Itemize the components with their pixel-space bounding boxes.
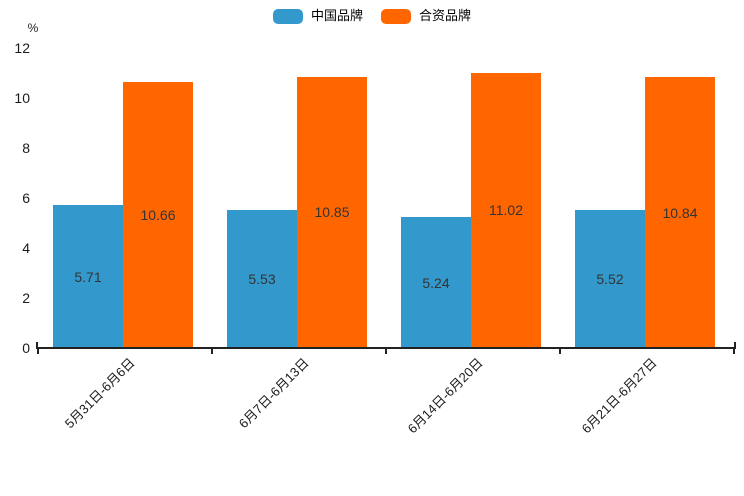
bar-value-label: 5.52	[596, 271, 624, 287]
bar-series-0-group-1	[227, 209, 297, 348]
bar-series-1-group-3	[645, 77, 715, 348]
x-tick-label: 6月21日-6月27日	[578, 355, 660, 437]
bar-value-label: 10.66	[140, 206, 176, 223]
legend: 中国品牌 合资品牌	[0, 7, 744, 25]
legend-item-series-1[interactable]: 合资品牌	[381, 7, 471, 25]
x-tick-label: 6月14日-6月20日	[404, 355, 486, 437]
bar-series-1-group-1	[297, 76, 367, 348]
bar-value-label: 5.24	[422, 274, 450, 291]
x-axis-tick	[559, 349, 561, 354]
y-tick-label: 2	[22, 290, 30, 306]
x-axis-endcap	[36, 342, 38, 347]
x-tick-label: 5月31日-6月6日	[61, 355, 138, 432]
y-tick-label: 6	[22, 190, 30, 206]
x-axis-tick	[385, 349, 387, 354]
legend-swatch-icon	[272, 8, 303, 24]
x-axis-tick	[733, 349, 735, 354]
x-axis-tick	[37, 349, 39, 354]
y-tick-label: 0	[22, 340, 30, 356]
y-tick-label: 8	[22, 140, 30, 156]
bar-value-label: 11.02	[489, 202, 523, 219]
bar-series-0-group-0	[53, 205, 123, 348]
bar-series-0-group-3	[575, 210, 645, 348]
legend-swatch-icon	[381, 8, 411, 24]
x-axis-endcap	[734, 342, 736, 347]
y-tick-label: 4	[22, 240, 30, 256]
x-axis-tick	[211, 349, 213, 354]
y-tick-label: 10	[14, 90, 30, 106]
y-tick-label: 12	[14, 40, 30, 56]
x-axis-line	[36, 347, 736, 349]
y-axis-unit-label: %	[27, 21, 39, 35]
bar-series-1-group-0	[123, 81, 193, 348]
bar-value-label: 5.53	[248, 270, 276, 287]
legend-label: 合资品牌	[419, 8, 472, 23]
legend-item-series-0[interactable]: 中国品牌	[272, 7, 363, 25]
bar-value-label: 10.85	[314, 204, 350, 221]
bar-value-label: 10.84	[662, 204, 698, 221]
legend-label: 中国品牌	[310, 8, 363, 23]
bar-series-1-group-2	[471, 72, 541, 348]
bar-value-label: 5.71	[74, 268, 102, 285]
bar-series-0-group-2	[401, 217, 471, 348]
x-tick-label: 6月7日-6月13日	[235, 355, 312, 432]
